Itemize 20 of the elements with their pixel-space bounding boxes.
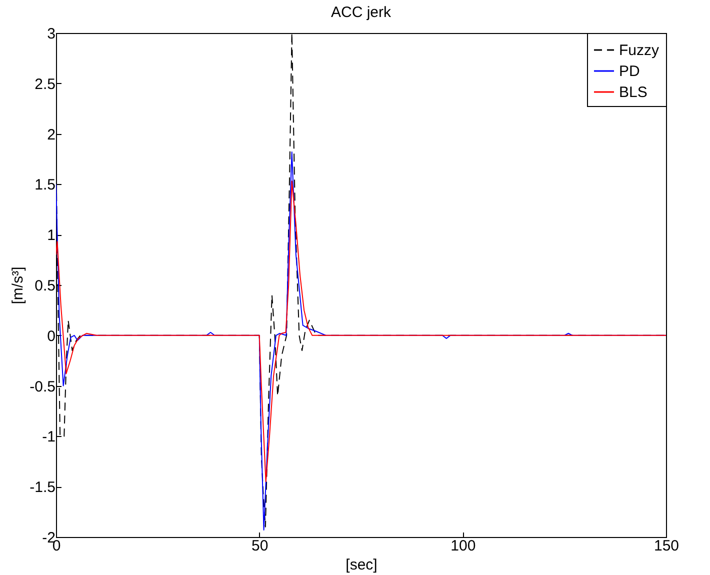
line-series bbox=[56, 180, 666, 482]
chart-title: ACC jerk bbox=[330, 4, 392, 21]
y-tick-label: 1 bbox=[47, 227, 56, 244]
y-tick-label: 0 bbox=[47, 328, 56, 345]
y-tick-label: 1.5 bbox=[34, 176, 56, 194]
y-tick-label: 2.5 bbox=[34, 76, 56, 93]
y-tick-label: -1 bbox=[42, 428, 56, 446]
y-axis-title: [m/s³] bbox=[10, 266, 27, 304]
x-axis-title: [sec] bbox=[346, 556, 378, 574]
y-tick-label: -0.5 bbox=[30, 378, 56, 396]
y-tick-label: -1.5 bbox=[30, 479, 56, 496]
y-tick-label: 3 bbox=[47, 26, 56, 42]
y-tick-label: 2 bbox=[47, 126, 56, 144]
legend-label: PD bbox=[619, 63, 640, 80]
y-tick-label: 0.5 bbox=[34, 278, 56, 294]
legend-label: Fuzzy bbox=[619, 42, 660, 59]
legend-label: BLS bbox=[619, 84, 648, 101]
x-tick-label: 100 bbox=[450, 538, 476, 554]
x-tick-label: 150 bbox=[654, 538, 680, 554]
x-tick-label: 50 bbox=[251, 538, 268, 554]
